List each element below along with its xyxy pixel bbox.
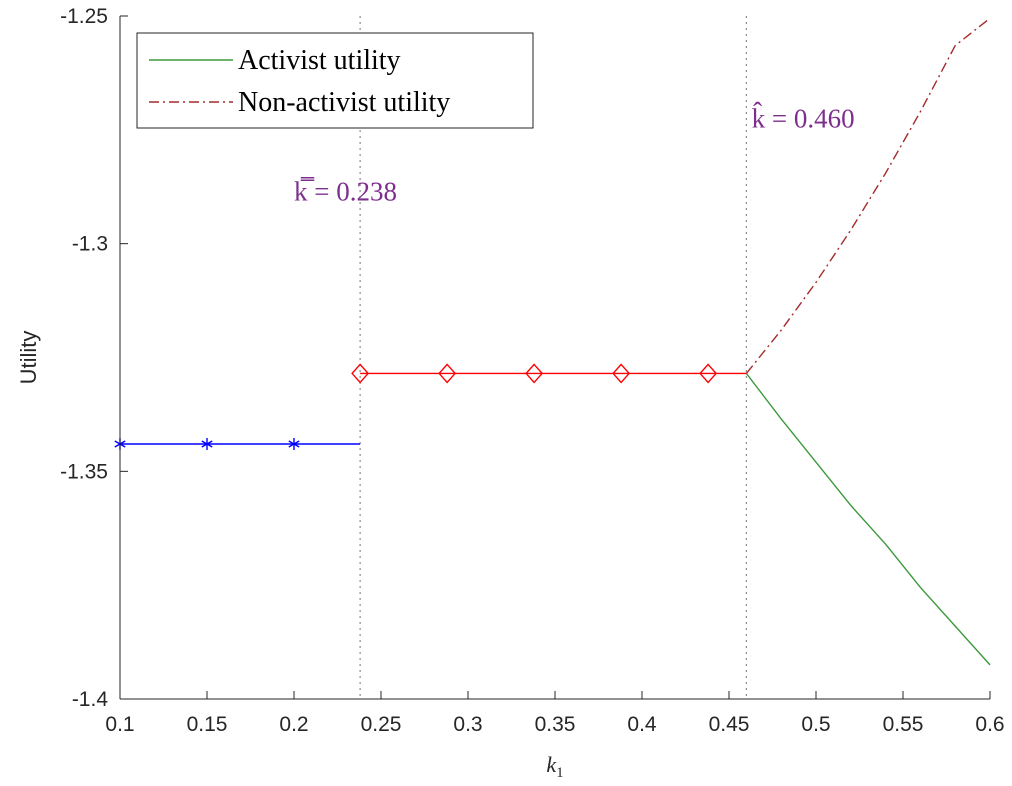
legend-label-0: Activist utility xyxy=(238,45,401,76)
x-tick-label-2: 0.2 xyxy=(279,713,308,736)
legend-box xyxy=(136,32,534,129)
diamond-marker-3 xyxy=(612,363,631,384)
asterisk-marker-2 xyxy=(288,438,300,451)
y-tick-label-2: -1.35 xyxy=(60,460,108,483)
legend: Activist utility Non-activist utility xyxy=(136,32,534,129)
x-tick-label-10: 0.6 xyxy=(975,713,1004,736)
y-axis-title: Utility xyxy=(16,331,41,385)
x-tick-label-0: 0.1 xyxy=(105,713,134,736)
vline-annotation-0: k̿ = 0.238 xyxy=(294,175,397,206)
y-tick-label-0: -1.25 xyxy=(60,5,108,28)
series-line-1 xyxy=(745,17,991,374)
x-tick-label-5: 0.35 xyxy=(535,713,576,736)
x-axis-title: k1 xyxy=(546,752,563,781)
x-tick-label-3: 0.25 xyxy=(361,713,402,736)
vline-annotation-1: k̂ = 0.460 xyxy=(752,102,855,133)
y-tick-label-3: -1.4 xyxy=(72,688,109,711)
x-tick-label-6: 0.4 xyxy=(627,713,657,736)
x-tick-label-1: 0.15 xyxy=(187,713,228,736)
x-tick-label-4: 0.3 xyxy=(453,713,482,736)
x-tick-label-8: 0.5 xyxy=(801,713,830,736)
x-tick-label-9: 0.55 xyxy=(883,713,924,736)
diamond-marker-2 xyxy=(525,363,544,384)
asterisk-marker-1 xyxy=(201,438,213,451)
y-tick-label-1: -1.3 xyxy=(72,233,108,256)
diamond-marker-1 xyxy=(438,363,457,384)
diamond-marker-4 xyxy=(699,363,718,384)
series-line-0 xyxy=(745,373,991,666)
diamond-marker-0 xyxy=(351,363,370,384)
legend-label-1: Non-activist utility xyxy=(238,87,450,118)
x-tick-label-7: 0.45 xyxy=(709,713,750,736)
